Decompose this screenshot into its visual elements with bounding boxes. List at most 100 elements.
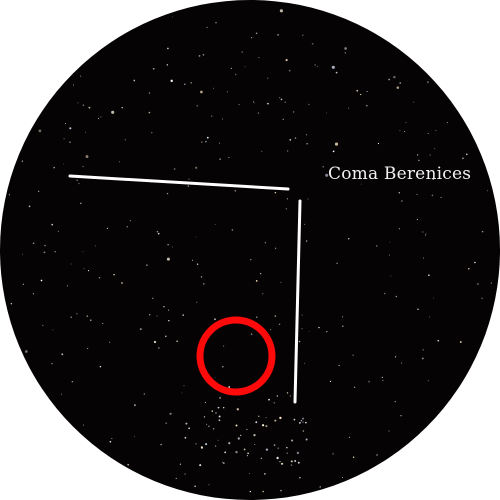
star — [215, 412, 217, 414]
star — [121, 106, 123, 109]
star — [152, 67, 155, 70]
star — [170, 79, 173, 83]
star — [388, 430, 390, 432]
star — [348, 107, 350, 109]
star — [87, 347, 89, 349]
star — [256, 316, 258, 318]
star — [293, 418, 296, 421]
star — [293, 111, 295, 113]
star — [235, 450, 238, 454]
star — [465, 153, 468, 156]
star — [148, 92, 151, 94]
star — [437, 339, 440, 342]
star — [249, 473, 251, 474]
star — [106, 227, 108, 229]
star — [286, 392, 289, 394]
star — [223, 345, 225, 347]
star — [228, 442, 231, 445]
star — [188, 178, 190, 180]
star — [255, 32, 258, 35]
star — [390, 275, 392, 277]
star — [98, 117, 99, 119]
star — [198, 55, 201, 57]
star — [184, 436, 187, 439]
star — [377, 142, 380, 145]
star — [195, 443, 197, 445]
star — [215, 22, 217, 24]
star — [223, 407, 225, 409]
star — [404, 131, 406, 132]
star — [172, 246, 173, 248]
star — [289, 139, 292, 141]
star — [304, 223, 306, 225]
star — [260, 457, 263, 460]
star — [416, 219, 418, 221]
star — [185, 422, 188, 425]
star — [332, 452, 334, 455]
star — [481, 297, 483, 300]
star — [199, 464, 202, 467]
star — [160, 443, 162, 446]
star — [61, 353, 64, 356]
star — [440, 196, 442, 199]
star — [285, 208, 287, 210]
star — [251, 37, 253, 39]
star — [425, 233, 427, 235]
star — [286, 452, 288, 454]
star — [111, 110, 115, 114]
star — [43, 251, 46, 254]
star — [290, 464, 293, 466]
star — [429, 154, 431, 156]
star — [388, 254, 390, 256]
star — [214, 223, 216, 225]
star — [267, 77, 269, 79]
star — [276, 395, 278, 397]
star — [375, 245, 378, 247]
star — [210, 115, 213, 117]
star — [342, 477, 344, 478]
star — [70, 316, 72, 318]
star — [238, 104, 240, 106]
constellation-label: Coma Berenices — [328, 164, 472, 184]
pointer-line-horizontal — [68, 174, 290, 191]
star — [83, 424, 85, 426]
star — [446, 122, 448, 124]
star — [190, 81, 193, 84]
star — [111, 437, 113, 440]
star — [257, 112, 260, 114]
star — [217, 406, 220, 409]
star — [274, 191, 277, 194]
star — [302, 34, 304, 37]
star — [76, 179, 78, 182]
star — [302, 417, 304, 420]
star — [422, 231, 424, 233]
star — [302, 430, 305, 432]
star — [196, 105, 198, 107]
star — [156, 230, 159, 233]
star — [80, 75, 82, 77]
background-stars — [8, 9, 492, 493]
star — [400, 415, 402, 417]
star — [434, 148, 436, 150]
star — [181, 392, 183, 394]
star — [280, 98, 283, 101]
star — [51, 363, 53, 365]
star — [279, 9, 283, 13]
star — [290, 460, 293, 463]
star — [143, 393, 145, 395]
star — [208, 425, 210, 428]
star — [151, 131, 153, 134]
star — [288, 69, 291, 72]
star — [148, 313, 151, 316]
star — [244, 66, 246, 68]
star — [202, 54, 205, 56]
star — [196, 301, 198, 303]
star — [360, 93, 362, 96]
star — [300, 419, 303, 422]
star — [231, 229, 233, 231]
star — [241, 51, 243, 53]
star — [224, 451, 227, 454]
star — [22, 283, 25, 285]
star — [60, 393, 63, 395]
star — [277, 447, 279, 449]
